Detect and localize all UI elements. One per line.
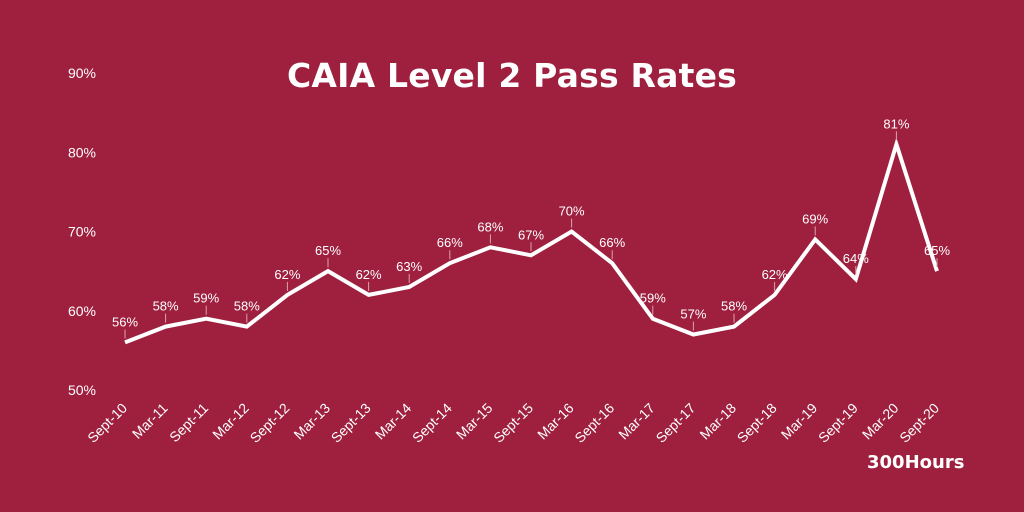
data-label: 66% [437,235,463,250]
x-tick-label: Sept-16 [571,400,617,446]
y-tick-label: 60% [68,303,96,319]
x-axis: Sept-10Mar-11Sept-11Mar-12Sept-12Mar-13S… [84,400,942,446]
x-tick-label: Mar-12 [209,400,252,443]
data-label: 65% [924,243,950,258]
x-tick-label: Sept-19 [815,400,861,446]
y-tick-label: 90% [68,65,96,81]
x-tick-label: Mar-15 [453,400,496,443]
x-tick-label: Sept-14 [409,400,455,446]
y-tick-label: 50% [68,382,96,398]
brand-logo-text: 300Hours [867,452,965,473]
x-tick-label: Mar-17 [615,400,658,443]
y-tick-label: 80% [68,144,96,160]
data-label: 62% [274,267,300,282]
x-tick-label: Sept-15 [490,400,536,446]
data-label: 57% [680,307,706,322]
data-label: 56% [112,314,138,329]
data-label: 64% [843,251,869,266]
data-label: 68% [477,219,503,234]
data-label: 58% [234,299,260,314]
data-label: 62% [762,267,788,282]
x-tick-label: Mar-14 [372,400,415,443]
y-tick-label: 70% [68,224,96,240]
data-label: 58% [153,299,179,314]
x-tick-label: Sept-20 [896,400,942,446]
data-label: 59% [193,291,219,306]
y-axis: 50% 60% 70% 80% 90% [68,65,96,398]
x-tick-label: Mar-20 [859,400,902,443]
x-tick-label: Mar-16 [534,400,577,443]
data-label: 59% [640,291,666,306]
data-label: 69% [802,211,828,226]
x-tick-label: Mar-18 [696,400,739,443]
x-tick-label: Sept-12 [247,400,293,446]
data-label: 58% [721,299,747,314]
chart-title: CAIA Level 2 Pass Rates [286,56,738,95]
series-line [124,137,939,345]
x-tick-label: Sept-17 [653,400,699,446]
x-tick-label: Sept-18 [734,400,780,446]
data-label: 66% [599,235,625,250]
x-tick-label: Mar-19 [778,400,821,443]
data-label: 81% [883,116,909,131]
plot-area: 56% 58% 59% 58% 62% 65% 62% 63% 66% 68% 67% 70% 66% 5… [112,116,950,345]
x-tick-label: Mar-11 [129,400,171,442]
x-tick-label: Mar-13 [290,400,333,443]
data-label: 62% [356,267,382,282]
x-tick-label: Sept-11 [166,400,211,445]
x-tick-label: Sept-10 [84,400,130,446]
data-label: 65% [315,243,341,258]
data-label: 67% [518,227,544,242]
data-label: 70% [559,204,585,219]
data-label: 63% [396,259,422,274]
x-tick-label: Sept-13 [328,400,374,446]
